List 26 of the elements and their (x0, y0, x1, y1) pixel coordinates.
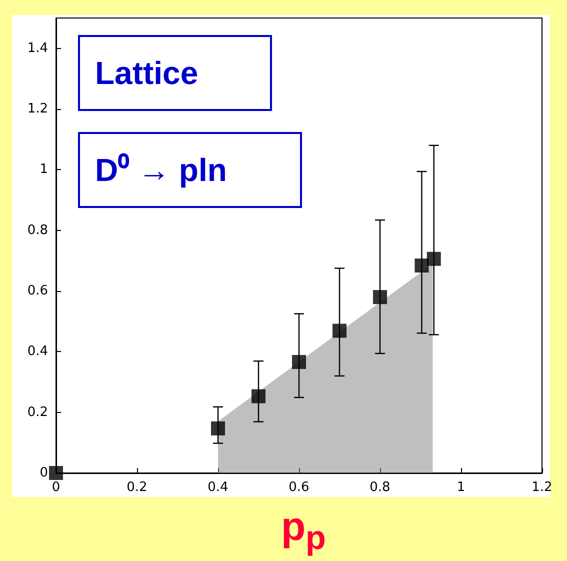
y-tick-label: 1 (40, 162, 48, 178)
x-tick-label: 0.4 (208, 480, 228, 495)
x-tick-label: 1 (456, 480, 466, 495)
point (332, 324, 346, 338)
point (49, 466, 63, 480)
x-axis-title: p$_{p}$ (280, 505, 327, 558)
y-tick-label: 1.4 (27, 40, 48, 56)
y-tick-label: 0 (40, 466, 48, 480)
x-tick-label: 0 (52, 480, 60, 495)
x-tick-label: 0.8 (370, 480, 390, 495)
y-tick-label: 0.6 (27, 284, 48, 298)
x-tick-label: 0.2 (126, 480, 148, 495)
y-tick-label: 0.8 (27, 222, 48, 238)
point (252, 389, 266, 404)
x-tick-label: 0.6 (288, 480, 310, 495)
annotation: Lattice (95, 55, 198, 91)
point (414, 258, 429, 273)
point (373, 290, 387, 304)
x-tick-label: 1.2 (532, 480, 552, 495)
y-tick-label: 0.2 (27, 404, 48, 420)
y-tick-label: 1.2 (27, 102, 48, 116)
point (211, 421, 225, 436)
y-tick-label: 0.4 (27, 344, 48, 360)
point (292, 354, 306, 369)
annotation: D⁰ → pln (95, 152, 227, 188)
point (426, 252, 441, 266)
